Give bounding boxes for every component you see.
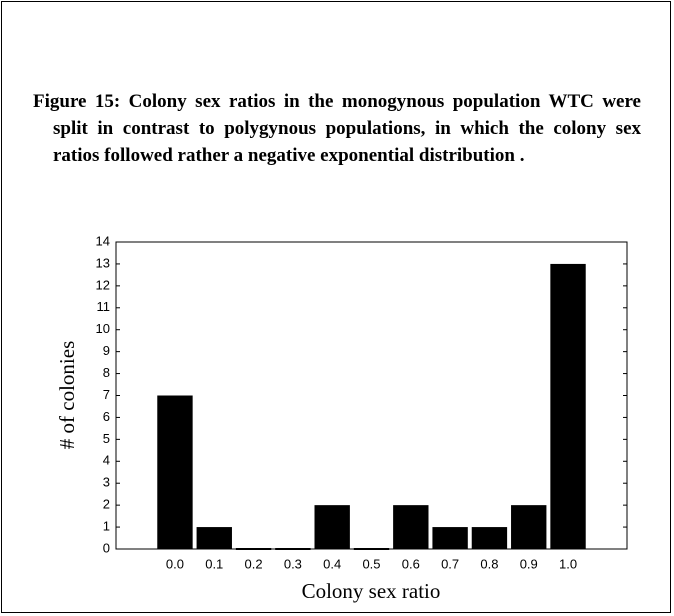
y-tick-label: 0 bbox=[103, 540, 110, 555]
x-tick-label: 0.3 bbox=[284, 556, 302, 571]
bar bbox=[471, 527, 508, 549]
x-tick-label: 0.8 bbox=[480, 556, 498, 571]
y-tick-label: 9 bbox=[103, 343, 110, 358]
y-tick-label: 3 bbox=[103, 475, 110, 490]
bar bbox=[550, 263, 586, 549]
y-tick-label: 14 bbox=[96, 233, 110, 248]
y-tick-label: 5 bbox=[103, 431, 110, 446]
bar bbox=[314, 505, 350, 549]
bar bbox=[196, 527, 232, 549]
bar bbox=[511, 505, 547, 549]
y-tick-label: 8 bbox=[103, 365, 110, 380]
bar bbox=[393, 505, 429, 549]
x-tick-label: 0.0 bbox=[166, 556, 184, 571]
y-tick-label: 6 bbox=[103, 409, 110, 424]
x-tick-label: 0.4 bbox=[323, 556, 341, 571]
bar bbox=[157, 395, 193, 549]
x-tick-label: 0.9 bbox=[520, 556, 538, 571]
y-tick-label: 2 bbox=[103, 497, 110, 512]
x-tick-label: 0.5 bbox=[362, 556, 380, 571]
y-tick-label: 7 bbox=[103, 387, 110, 402]
x-tick-label: 0.2 bbox=[245, 556, 263, 571]
bar bbox=[432, 527, 468, 549]
x-tick-label: 0.7 bbox=[441, 556, 459, 571]
y-axis-label: # of colonies bbox=[55, 341, 79, 449]
x-tick-label: 0.1 bbox=[205, 556, 223, 571]
x-axis-label: Colony sex ratio bbox=[302, 579, 441, 603]
x-tick-label: 0.6 bbox=[402, 556, 420, 571]
y-tick-label: 11 bbox=[97, 299, 111, 314]
y-tick-label: 1 bbox=[103, 519, 110, 534]
y-tick-label: 12 bbox=[96, 277, 110, 292]
y-tick-label: 4 bbox=[103, 453, 110, 468]
y-tick-label: 13 bbox=[96, 255, 110, 270]
y-tick-label: 10 bbox=[96, 321, 110, 336]
x-tick-label: 1.0 bbox=[559, 556, 577, 571]
figure-caption: Figure 15: Colony sex ratios in the mono… bbox=[33, 91, 641, 166]
